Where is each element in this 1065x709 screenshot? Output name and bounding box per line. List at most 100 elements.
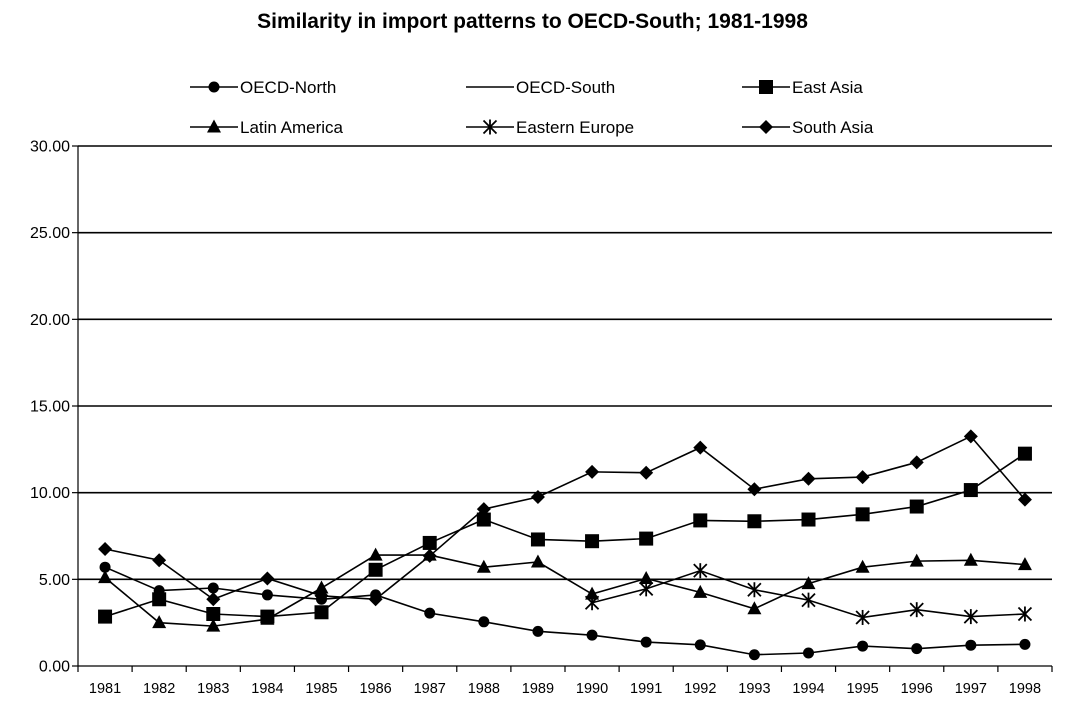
x-tick-label: 1981 — [89, 681, 121, 697]
x-tick-label: 1986 — [359, 681, 391, 697]
data-point — [585, 534, 600, 549]
data-point — [368, 547, 383, 561]
legend-marker — [208, 81, 220, 93]
x-tick-label: 1983 — [197, 681, 229, 697]
data-point — [639, 581, 654, 597]
x-tick-label: 1985 — [305, 681, 337, 697]
data-point — [693, 563, 708, 579]
data-point — [368, 562, 383, 577]
series-line — [104, 566, 1025, 656]
legend-label: OECD-South — [516, 78, 615, 97]
data-point — [911, 643, 923, 655]
data-point — [963, 483, 978, 498]
data-point — [801, 576, 816, 590]
legend-marker — [207, 119, 221, 133]
series-south-asia — [98, 429, 1032, 607]
data-point — [747, 582, 762, 598]
x-tick-label: 1982 — [143, 681, 175, 697]
data-point — [152, 592, 167, 607]
series-line — [104, 435, 1026, 601]
data-point — [855, 507, 870, 522]
data-point — [1017, 492, 1032, 507]
data-point — [206, 618, 221, 632]
x-tick-label: 1989 — [522, 681, 554, 697]
data-point — [909, 553, 924, 567]
data-point — [478, 616, 490, 628]
data-point — [99, 561, 111, 573]
legend-label: OECD-North — [240, 78, 336, 97]
series-east-asia — [98, 446, 1032, 624]
data-point — [586, 629, 598, 641]
data-point — [476, 559, 491, 573]
data-point — [857, 640, 869, 652]
data-point — [1017, 446, 1032, 461]
data-point — [585, 586, 600, 600]
data-point — [747, 514, 762, 529]
legend-item-south-asia: South Asia — [742, 118, 874, 137]
data-point — [260, 611, 275, 625]
legend-label: South Asia — [792, 118, 874, 137]
legend-label: Latin America — [240, 118, 344, 137]
x-tick-label: 1996 — [901, 681, 933, 697]
data-point — [693, 513, 708, 528]
data-point — [639, 570, 654, 584]
data-point — [801, 471, 816, 486]
data-point — [476, 502, 491, 517]
data-point — [260, 571, 275, 586]
data-point — [909, 499, 924, 514]
y-tick-label: 10.00 — [30, 485, 70, 502]
data-point — [261, 589, 273, 601]
legend-item-latin-america: Latin America — [190, 118, 344, 137]
data-point — [314, 580, 329, 594]
data-point — [963, 609, 978, 625]
data-point — [206, 592, 221, 607]
series-group — [98, 429, 1033, 661]
y-tick-label: 5.00 — [39, 572, 70, 589]
data-point — [748, 649, 760, 661]
x-tick-label: 1990 — [576, 681, 608, 697]
data-point — [207, 582, 219, 594]
data-point — [422, 535, 437, 550]
data-point — [206, 607, 221, 621]
legend-item-oecd-north: OECD-North — [190, 78, 336, 97]
x-tick-label: 1992 — [684, 681, 716, 697]
legend-label: Eastern Europe — [516, 118, 634, 137]
legend-marker — [482, 119, 498, 135]
y-tick-label: 0.00 — [39, 659, 70, 676]
data-point — [584, 595, 600, 611]
data-point — [965, 639, 977, 651]
data-point — [530, 532, 545, 547]
data-point — [803, 647, 814, 659]
series-line — [104, 453, 1026, 618]
x-tick-label: 1998 — [1009, 681, 1041, 697]
data-point — [98, 542, 113, 556]
data-point — [855, 559, 870, 573]
data-point — [855, 609, 870, 625]
data-point — [152, 615, 167, 629]
x-tick-label: 1991 — [630, 681, 662, 697]
data-point — [98, 570, 113, 584]
legend-marker — [759, 120, 773, 134]
data-point — [693, 584, 708, 598]
x-tick-label: 1994 — [792, 681, 824, 697]
y-tick-label: 30.00 — [30, 139, 70, 156]
data-point — [424, 607, 436, 619]
y-tick-label: 20.00 — [30, 312, 70, 329]
data-point — [530, 490, 545, 504]
x-tick-label: 1988 — [468, 681, 500, 697]
data-point — [909, 455, 924, 470]
data-point — [422, 548, 437, 563]
data-point — [1017, 606, 1033, 622]
data-point — [963, 552, 978, 566]
axes: 0.00 5.00 10.00 15.00 20.00 25.00 30.00 1981 198… — [30, 139, 1053, 697]
legend-item-eastern-europe: Eastern Europe — [466, 118, 634, 137]
series-line — [104, 554, 1026, 627]
data-point — [801, 512, 816, 527]
series-eastern-europe — [584, 563, 1033, 625]
data-point — [152, 553, 167, 568]
data-point — [476, 512, 491, 527]
chart-title: Similarity in import patterns to OECD-So… — [257, 10, 808, 33]
data-point — [855, 470, 870, 485]
